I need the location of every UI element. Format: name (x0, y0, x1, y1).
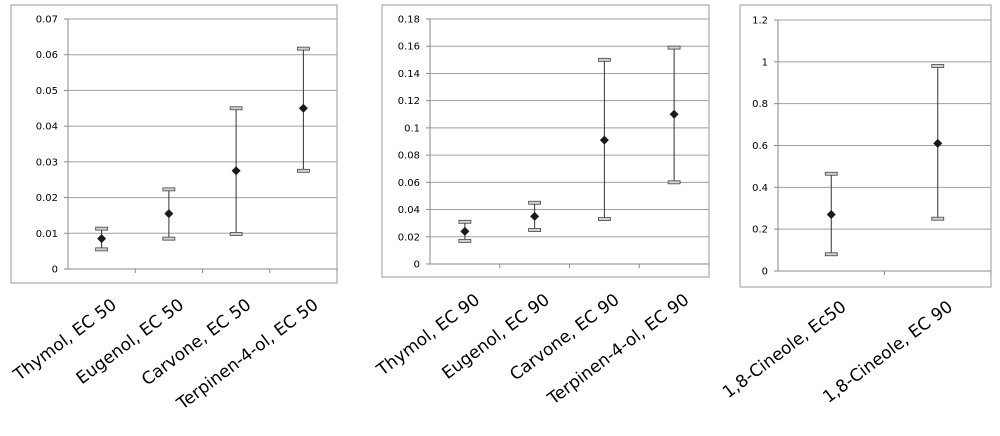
error-cap-high (95, 226, 109, 231)
y-tick-label: 0 (762, 267, 768, 278)
y-tick-label: 0.6 (752, 141, 768, 152)
y-tick-label: 0.1 (404, 123, 420, 134)
y-tick-label: 1 (762, 57, 768, 68)
error-cap-high (931, 64, 945, 68)
error-cap-high (296, 46, 310, 51)
y-tick-label: 0.03 (36, 157, 58, 168)
error-cap-high (458, 219, 472, 224)
y-tick-label: 0.08 (398, 151, 420, 162)
data-point (599, 135, 609, 145)
y-tick-label: 0.04 (398, 205, 420, 216)
error-cap-high (667, 45, 681, 50)
y-tick-label: 0 (52, 265, 58, 276)
error-cap-low (458, 238, 472, 243)
error-cap-high (229, 106, 243, 111)
y-tick-label: 0.12 (398, 96, 420, 107)
y-tick-label: 0.04 (36, 122, 58, 133)
y-tick-label: 0.18 (398, 15, 420, 26)
y-tick-label: 1.2 (752, 16, 768, 27)
data-point (231, 166, 241, 176)
y-tick-label: 0.4 (752, 183, 768, 194)
y-tick-label: 0.06 (398, 178, 420, 189)
y-tick-label: 0.05 (36, 86, 58, 97)
y-tick-label: 0.02 (398, 232, 420, 243)
error-cap-high (528, 200, 542, 205)
y-tick-label: 0.06 (36, 50, 58, 61)
error-cap-low (597, 217, 611, 221)
error-cap-low (296, 168, 310, 173)
chart-frame (381, 4, 710, 278)
error-cap-low (162, 236, 176, 241)
error-cap-high (597, 57, 611, 62)
chart-2: 00.020.040.060.080.10.120.140.160.18Thym… (373, 4, 710, 410)
error-cap-low (229, 232, 243, 236)
y-tick-label: 0.01 (36, 229, 58, 240)
y-tick-label: 0.07 (36, 15, 58, 26)
data-point (97, 234, 107, 244)
error-cap-low (824, 252, 838, 257)
y-tick-label: 0.02 (36, 193, 58, 204)
data-point (298, 103, 308, 113)
data-point (933, 138, 943, 148)
error-cap-low (95, 247, 109, 252)
y-tick-label: 0.8 (752, 99, 768, 110)
data-point (826, 210, 836, 220)
y-tick-label: 0.14 (398, 69, 420, 80)
error-cap-high (824, 171, 838, 176)
data-point (164, 209, 174, 219)
y-tick-label: 0.16 (398, 42, 420, 53)
data-point (669, 109, 679, 119)
error-cap-high (162, 187, 176, 192)
error-cap-low (667, 180, 681, 185)
data-point (530, 211, 540, 221)
y-tick-label: 0 (414, 260, 420, 271)
chart-3: 00.20.40.60.811.21,8-Cineole, Ec501,8-Ci… (719, 4, 992, 408)
chart-frame (10, 4, 338, 284)
data-point (460, 226, 470, 236)
y-tick-label: 0.2 (752, 225, 768, 236)
error-cap-low (931, 216, 945, 221)
error-cap-low (528, 228, 542, 232)
